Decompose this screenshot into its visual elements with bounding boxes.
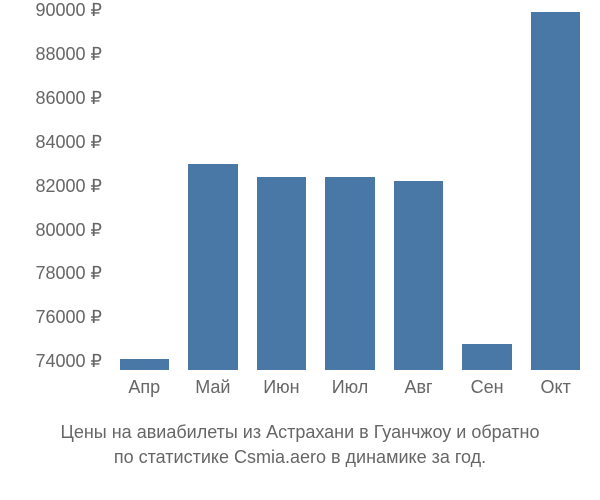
x-tick-label: Май (195, 377, 230, 398)
y-tick-label: 74000 ₽ (2, 352, 102, 370)
x-tick-label: Окт (541, 377, 571, 398)
price-chart: 74000 ₽ 76000 ₽ 78000 ₽ 80000 ₽ 82000 ₽ 84000… (0, 10, 600, 410)
caption-line-2: по статистике Csmia.aero в динамике за г… (114, 447, 486, 467)
y-tick-label: 82000 ₽ (2, 177, 102, 195)
chart-caption: Цены на авиабилеты из Астрахани в Гуанчж… (0, 420, 600, 470)
x-tick-label: Авг (404, 377, 432, 398)
bar (325, 177, 374, 370)
bar (188, 164, 237, 370)
y-tick-label: 86000 ₽ (2, 89, 102, 107)
y-tick-label: 78000 ₽ (2, 264, 102, 282)
y-tick-label: 76000 ₽ (2, 308, 102, 326)
bar (257, 177, 306, 370)
bar (531, 12, 580, 370)
bar (120, 359, 169, 370)
caption-line-1: Цены на авиабилеты из Астрахани в Гуанчж… (61, 422, 540, 442)
y-tick-label: 80000 ₽ (2, 221, 102, 239)
y-tick-label: 88000 ₽ (2, 45, 102, 63)
y-tick-label: 84000 ₽ (2, 133, 102, 151)
bar (462, 344, 511, 370)
y-axis: 74000 ₽ 76000 ₽ 78000 ₽ 80000 ₽ 82000 ₽ 84000… (0, 10, 110, 370)
x-tick-label: Сен (471, 377, 504, 398)
x-axis: Апр Май Июн Июл Авг Сен Окт (110, 375, 590, 405)
x-tick-label: Июн (263, 377, 299, 398)
x-tick-label: Апр (128, 377, 160, 398)
plot-area (110, 10, 590, 370)
y-tick-label: 90000 ₽ (2, 1, 102, 19)
x-tick-label: Июл (332, 377, 369, 398)
bar (394, 181, 443, 370)
